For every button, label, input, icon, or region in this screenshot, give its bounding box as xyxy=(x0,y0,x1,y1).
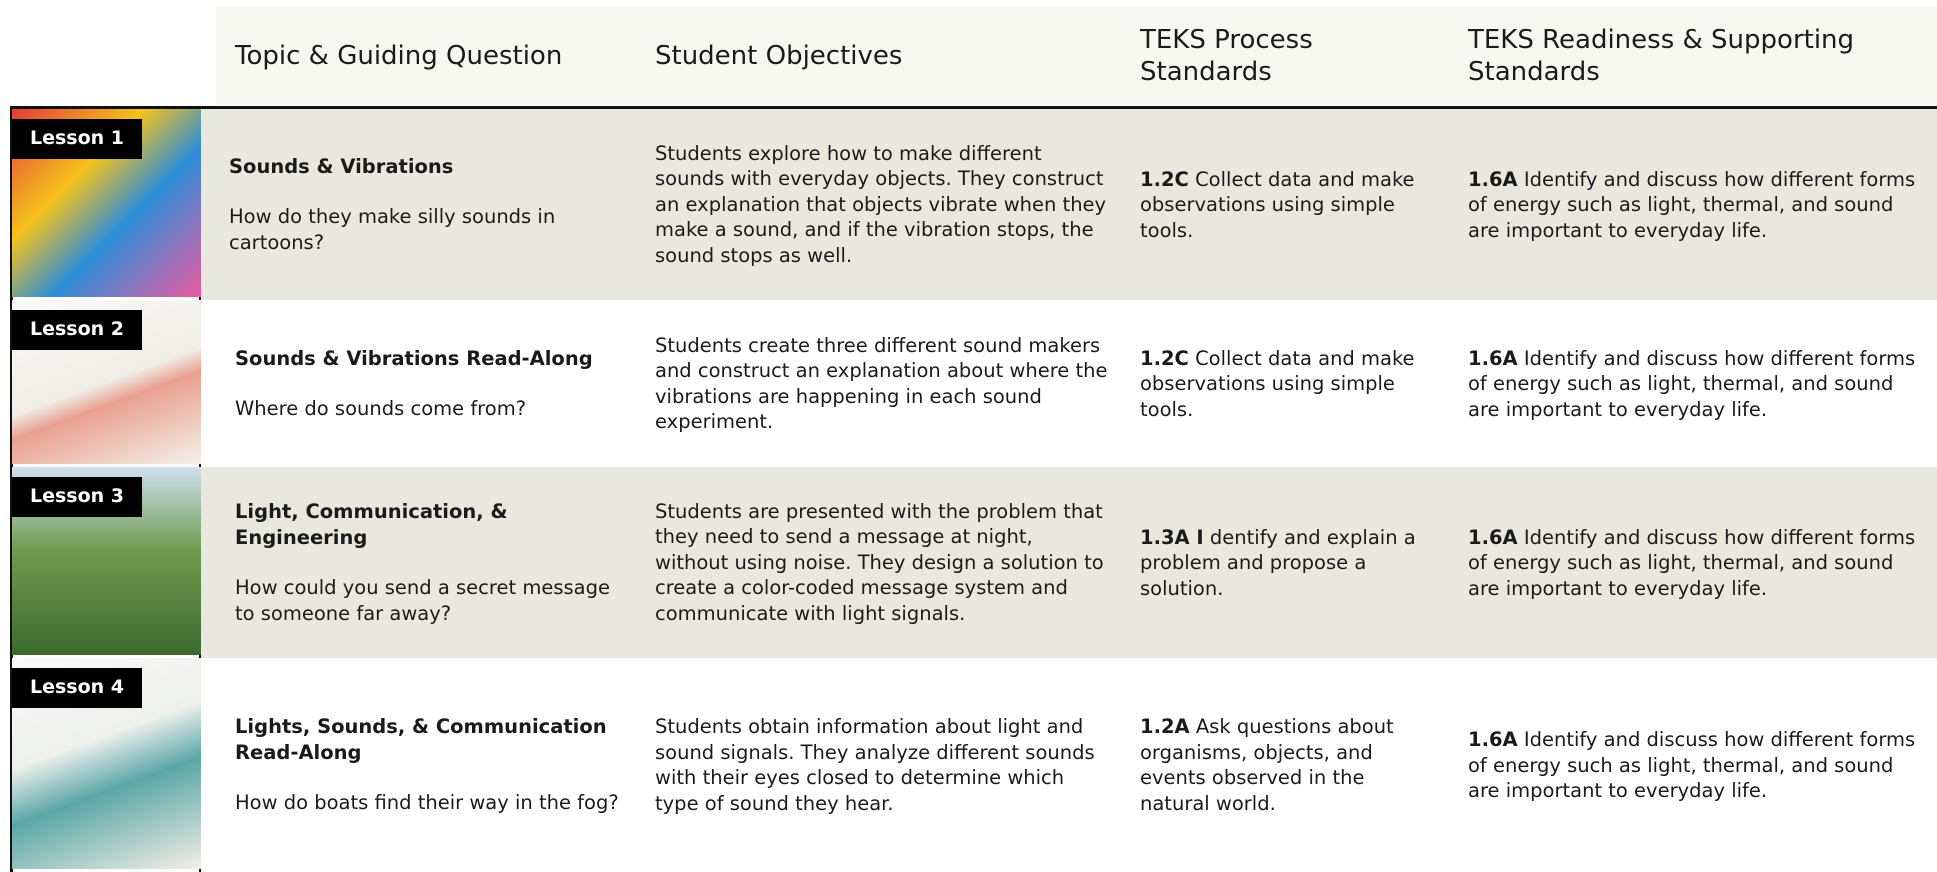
readiness-description: Identify and discuss how different forms… xyxy=(1468,727,1916,802)
guiding-question: How could you send a secret message to s… xyxy=(235,576,610,625)
readiness-code: 1.6A xyxy=(1468,346,1518,370)
process-code: 1.2C xyxy=(1140,167,1189,191)
lesson-label: Lesson 4 xyxy=(12,668,143,708)
lesson-image: Lesson 1 xyxy=(12,109,201,297)
table-row: Sounds & Vibrations How do they make sill… xyxy=(201,109,1937,300)
process-code: 1.2C xyxy=(1140,346,1189,370)
header-bar xyxy=(216,6,1937,105)
process-code: 1.3A I xyxy=(1140,525,1204,549)
guiding-question: Where do sounds come from? xyxy=(235,397,527,420)
objectives-cell: Students are presented with the problem … xyxy=(655,499,1104,625)
readiness-text: 1.6A Identify and discuss how different … xyxy=(1468,727,1928,804)
process-cell: 1.3A I dentify and explain a problem and… xyxy=(1140,467,1440,658)
readiness-cell: 1.6A Identify and discuss how different … xyxy=(1468,300,1928,467)
lesson-label: Lesson 1 xyxy=(12,119,143,159)
guiding-question: How do they make silly sounds in cartoon… xyxy=(229,205,556,254)
readiness-code: 1.6A xyxy=(1468,727,1518,751)
readiness-code: 1.6A xyxy=(1468,167,1518,191)
objectives-cell: Students explore how to make different s… xyxy=(655,141,1107,267)
topic-cell: Sounds & Vibrations How do they make sill… xyxy=(229,109,629,300)
topic-cell: Lights, Sounds, & Communication Read-Alo… xyxy=(235,658,635,872)
readiness-cell: 1.6A Identify and discuss how different … xyxy=(1468,109,1928,300)
table-row: Lights, Sounds, & Communication Read-Alo… xyxy=(201,658,1937,872)
table-border-top xyxy=(10,106,1937,109)
readiness-code: 1.6A xyxy=(1468,525,1518,549)
header-cell: TEKS Readiness & Supporting Standards xyxy=(1468,24,1855,87)
process-text: 1.2C Collect data and make observations … xyxy=(1140,345,1440,422)
topic-title: Sounds & Vibrations Read-Along xyxy=(235,346,593,370)
lesson-image: Lesson 4 xyxy=(12,658,201,869)
table-border-left xyxy=(10,106,13,872)
topic-title: Sounds & Vibrations xyxy=(229,154,454,178)
process-description: Ask questions about organisms, objects, … xyxy=(1140,715,1394,815)
process-cell: 1.2C Collect data and make observations … xyxy=(1140,109,1440,300)
process-text: 1.3A I dentify and explain a problem and… xyxy=(1140,524,1440,601)
readiness-description: Identify and discuss how different forms… xyxy=(1468,525,1916,600)
lesson-label: Lesson 3 xyxy=(12,477,143,517)
readiness-text: 1.6A Identify and discuss how different … xyxy=(1468,524,1928,601)
topic-cell: Light, Communication, & Engineering How c… xyxy=(235,467,635,658)
objectives-cell: Students create three different sound ma… xyxy=(655,333,1108,434)
header-cell: TEKS Process Standards xyxy=(1140,24,1313,87)
readiness-text: 1.6A Identify and discuss how different … xyxy=(1468,166,1928,243)
readiness-description: Identify and discuss how different forms… xyxy=(1468,167,1916,242)
process-code: 1.2A xyxy=(1140,715,1190,738)
topic-cell: Sounds & Vibrations Read-Along Where do s… xyxy=(235,300,635,467)
table-row: Sounds & Vibrations Read-Along Where do s… xyxy=(201,300,1937,467)
lesson-label: Lesson 2 xyxy=(12,310,143,350)
readiness-cell: 1.6A Identify and discuss how different … xyxy=(1468,467,1928,658)
process-description: dentify and explain a problem and propos… xyxy=(1140,525,1416,600)
readiness-description: Identify and discuss how different forms… xyxy=(1468,346,1916,421)
process-cell: 1.2C Collect data and make observations … xyxy=(1140,300,1440,467)
lesson-image: Lesson 2 xyxy=(12,300,201,464)
table-row: Light, Communication, & Engineering How c… xyxy=(201,467,1937,658)
process-description: Collect data and make observations using… xyxy=(1140,346,1415,421)
topic-title: Lights, Sounds, & Communication Read-Alo… xyxy=(235,715,607,764)
topic-title: Light, Communication, & Engineering xyxy=(235,500,508,549)
lesson-image: Lesson 3 xyxy=(12,467,201,655)
header-cell: Student Objectives xyxy=(655,40,903,71)
process-description: Collect data and make observations using… xyxy=(1140,167,1415,242)
process-cell: 1.2A Ask questions about organisms, obje… xyxy=(1140,658,1440,872)
process-text: 1.2A Ask questions about organisms, obje… xyxy=(1140,714,1440,816)
objectives-cell: Students obtain information about light … xyxy=(655,715,1095,815)
header-cell: Topic & Guiding Question xyxy=(235,40,563,71)
readiness-cell: 1.6A Identify and discuss how different … xyxy=(1468,658,1928,872)
guiding-question: How do boats find their way in the fog? xyxy=(235,791,619,815)
readiness-text: 1.6A Identify and discuss how different … xyxy=(1468,345,1928,422)
process-text: 1.2C Collect data and make observations … xyxy=(1140,166,1440,243)
